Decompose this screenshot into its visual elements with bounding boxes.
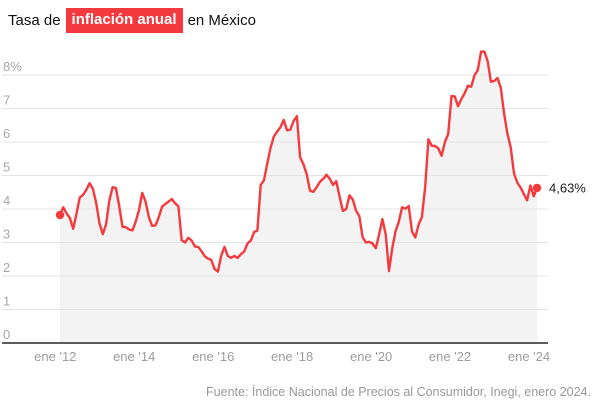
inflation-series-line (58, 50, 539, 273)
y-tick-label: 5 (3, 160, 10, 175)
y-tick-label: 2 (3, 260, 10, 275)
y-tick-label: 4 (3, 193, 10, 208)
y-tick-label: 3 (3, 227, 10, 242)
x-tick-label: ene '12 (34, 349, 76, 364)
y-tick-label: 1 (3, 294, 10, 309)
title-suffix: en México (187, 11, 256, 29)
series-start-dot (55, 210, 65, 220)
x-tick-label: ene '20 (350, 349, 392, 364)
source-note: Fuente: Índice Nacional de Precios al Co… (206, 385, 591, 399)
y-tick-label: 8% (3, 59, 22, 74)
chart-title: Tasa de inflación anual en México (8, 8, 256, 33)
end-value-label: 4,63% (549, 180, 586, 195)
title-highlight: inflación anual (65, 8, 183, 33)
y-tick-label: 6 (3, 126, 10, 141)
y-tick-label: 7 (3, 93, 10, 108)
series-end-dot (532, 183, 542, 193)
x-tick-label: ene '18 (271, 349, 313, 364)
x-tick-label: ene '16 (192, 349, 234, 364)
area-fill (60, 51, 537, 343)
x-tick-label: ene '22 (429, 349, 471, 364)
title-prefix: Tasa de (8, 11, 61, 29)
x-tick-label: ene '14 (113, 349, 155, 364)
x-tick-label: ene '24 (508, 349, 550, 364)
y-tick-label: 0 (3, 327, 10, 342)
